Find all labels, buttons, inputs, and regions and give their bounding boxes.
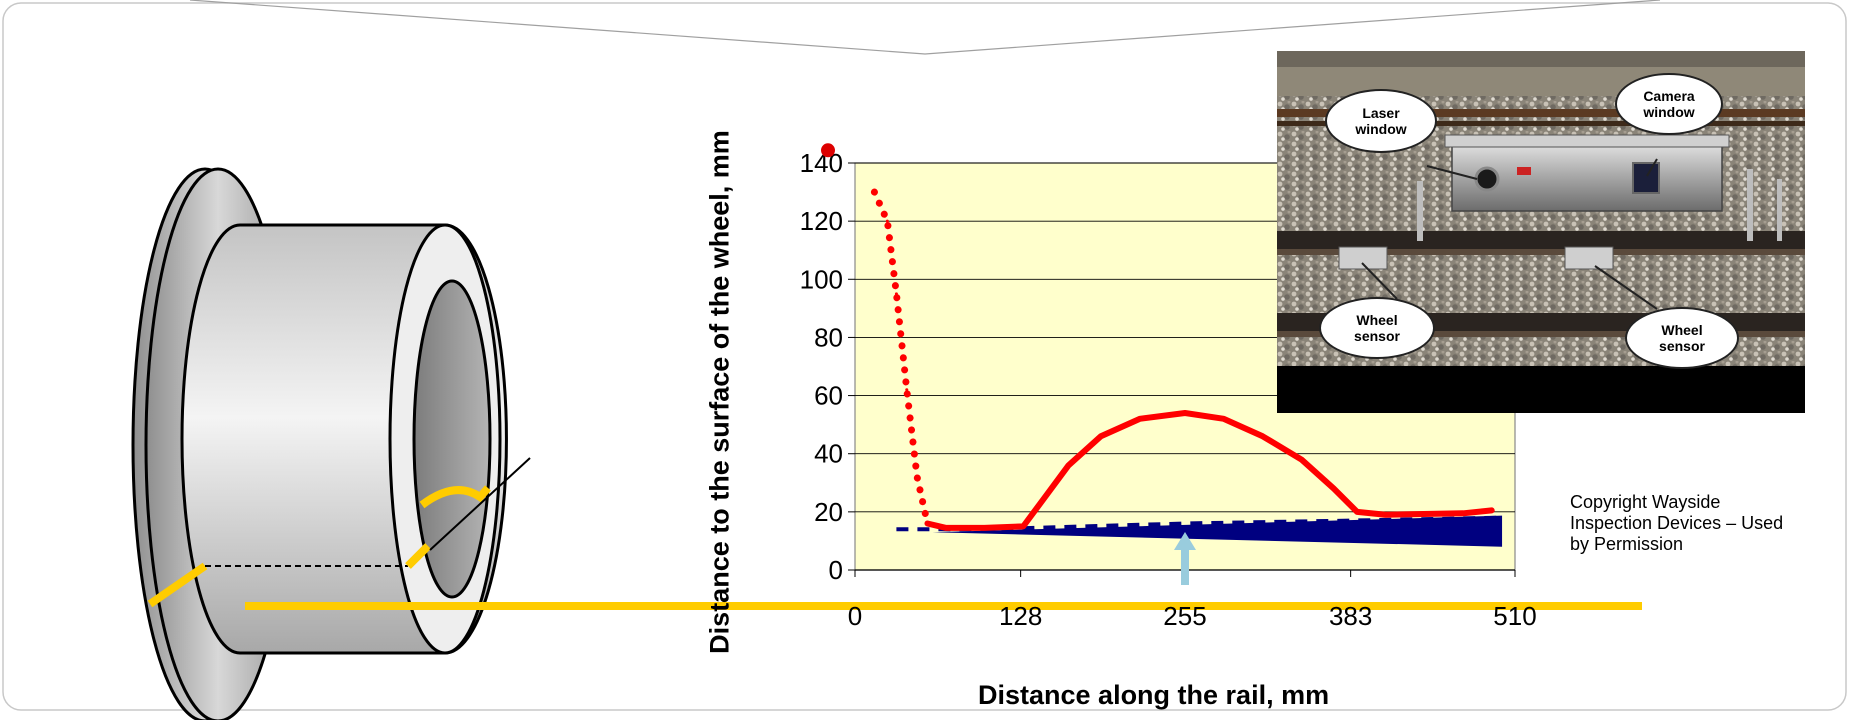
x-tick-label-0: 0 bbox=[848, 601, 862, 630]
y-tick-label-60: 60 bbox=[814, 381, 843, 411]
wheel-diagram bbox=[131, 167, 531, 720]
profile-point-20 bbox=[1461, 511, 1465, 515]
arrow-shaft bbox=[1181, 549, 1189, 585]
y-axis-label: Distance to the surface of the wheel, mm bbox=[704, 130, 735, 654]
inspection-device-photo: Laser window Camera window Wheel sensor … bbox=[1277, 51, 1805, 413]
arrow-head bbox=[1174, 532, 1196, 550]
profile-point-9 bbox=[1041, 498, 1045, 502]
callout-wheel-sensor-right: Wheel sensor bbox=[1625, 307, 1739, 369]
rail-reference-line bbox=[245, 602, 1642, 610]
profile-point-6 bbox=[944, 526, 948, 530]
callout-laser-window: Laser window bbox=[1325, 89, 1437, 153]
profile-point-1 bbox=[885, 219, 889, 223]
profile-point-13 bbox=[1183, 411, 1187, 415]
x-axis-label: Distance along the rail, mm bbox=[978, 680, 1330, 710]
y-tick-label-80: 80 bbox=[814, 322, 843, 352]
x-tick-label-383: 383 bbox=[1329, 601, 1372, 630]
profile-point-8 bbox=[1021, 524, 1025, 528]
profile-point-16 bbox=[1299, 458, 1303, 462]
wheel-bore bbox=[412, 279, 492, 599]
profile-point-5 bbox=[925, 521, 929, 525]
y-tick-label-40: 40 bbox=[814, 439, 843, 469]
y-tick-label-140: 140 bbox=[800, 148, 843, 178]
y-tick-label-100: 100 bbox=[800, 264, 843, 294]
profile-point-3 bbox=[905, 388, 909, 392]
laser-measurement-line bbox=[147, 457, 531, 608]
y-tick-label-120: 120 bbox=[800, 206, 843, 236]
profile-point-17 bbox=[1332, 487, 1336, 491]
profile-point-11 bbox=[1099, 434, 1103, 438]
profile-point-19 bbox=[1384, 513, 1388, 517]
profile-point-18 bbox=[1355, 510, 1359, 514]
profile-point-0 bbox=[872, 190, 876, 194]
profile-point-12 bbox=[1138, 417, 1142, 421]
y-tick-label-0: 0 bbox=[829, 555, 843, 585]
x-tick-label-510: 510 bbox=[1493, 601, 1536, 630]
callout-camera-window: Camera window bbox=[1615, 73, 1723, 135]
profile-point-10 bbox=[1067, 463, 1071, 467]
profile-point-7 bbox=[982, 526, 986, 530]
profile-point-15 bbox=[1261, 434, 1265, 438]
callout-wheel-sensor-left: Wheel sensor bbox=[1319, 297, 1435, 359]
x-tick-label-255: 255 bbox=[1163, 601, 1206, 630]
x-tick-label-128: 128 bbox=[999, 601, 1042, 630]
y-tick-label-20: 20 bbox=[814, 497, 843, 527]
series-dashed-line bbox=[896, 515, 1503, 532]
marker-dot bbox=[821, 143, 835, 158]
rail-base-wedge bbox=[932, 515, 1503, 547]
profile-point-14 bbox=[1222, 417, 1226, 421]
profile-point-2 bbox=[894, 292, 898, 296]
copyright-note: Copyright Wayside Inspection Devices – U… bbox=[1570, 492, 1784, 554]
profile-point-4 bbox=[915, 475, 919, 479]
series-profile-dotted bbox=[870, 188, 931, 527]
profile-point-21 bbox=[1490, 508, 1494, 512]
